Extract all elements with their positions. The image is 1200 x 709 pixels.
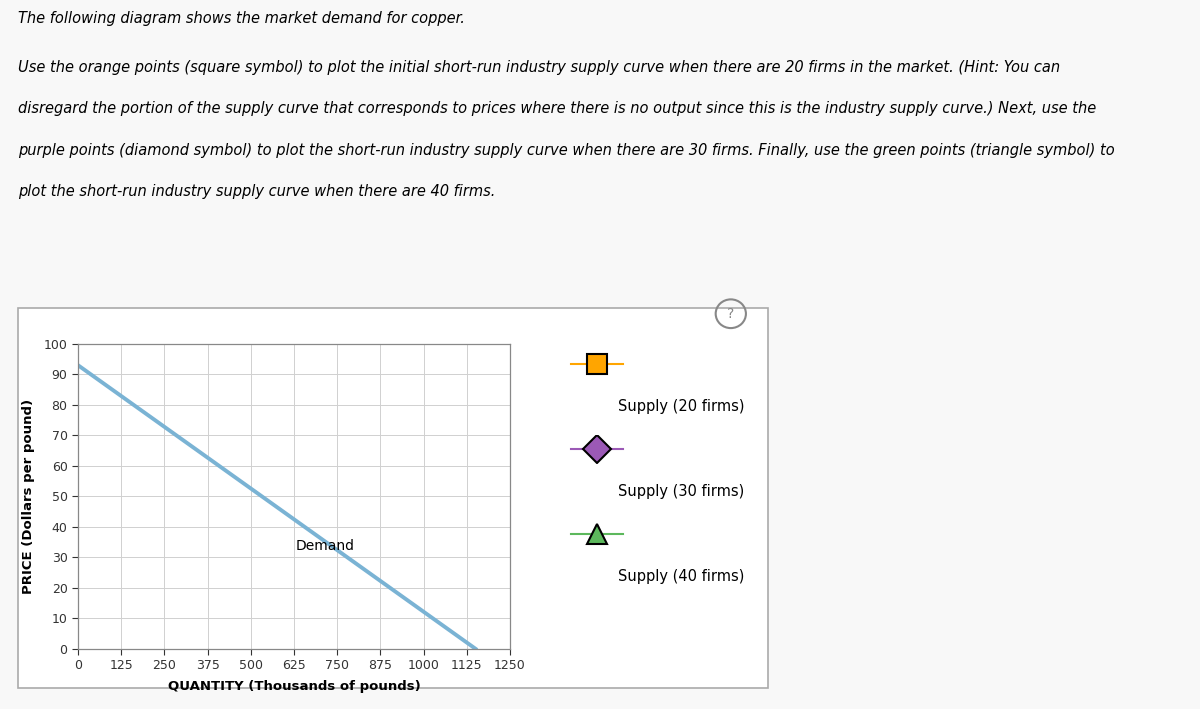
Text: purple points (diamond symbol) to plot the short-run industry supply curve when : purple points (diamond symbol) to plot t…	[18, 143, 1115, 157]
Text: plot the short-run industry supply curve when there are 40 firms.: plot the short-run industry supply curve…	[18, 184, 496, 199]
Text: Supply (20 firms): Supply (20 firms)	[618, 399, 744, 414]
Text: Use the orange points (square symbol) to plot the initial short-run industry sup: Use the orange points (square symbol) to…	[18, 60, 1060, 75]
Text: Supply (40 firms): Supply (40 firms)	[618, 569, 744, 584]
Text: disregard the portion of the supply curve that corresponds to prices where there: disregard the portion of the supply curv…	[18, 101, 1097, 116]
Text: Supply (30 firms): Supply (30 firms)	[618, 484, 744, 499]
X-axis label: QUANTITY (Thousands of pounds): QUANTITY (Thousands of pounds)	[168, 681, 420, 693]
Text: ?: ?	[727, 308, 734, 321]
Text: The following diagram shows the market demand for copper.: The following diagram shows the market d…	[18, 11, 464, 26]
Text: Demand: Demand	[295, 539, 355, 553]
Y-axis label: PRICE (Dollars per pound): PRICE (Dollars per pound)	[23, 398, 35, 594]
